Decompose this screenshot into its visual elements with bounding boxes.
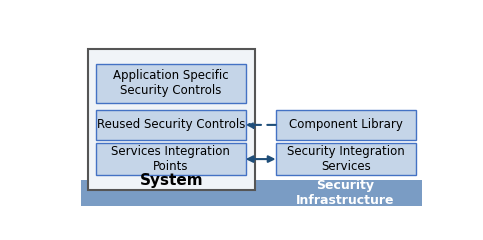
Text: Services Integration
Points: Services Integration Points [112,145,230,173]
Bar [96,143,246,175]
Bar [96,64,246,103]
Bar [276,143,416,175]
Text: Reused Security Controls: Reused Security Controls [97,118,245,131]
Text: Component Library: Component Library [289,118,403,131]
Bar [88,49,255,190]
Text: Application Specific
Security Controls: Application Specific Security Controls [113,69,228,97]
Text: Security Integration
Services: Security Integration Services [287,145,405,173]
Bar [81,180,422,206]
Bar [96,110,246,140]
Text: Security
Infrastructure: Security Infrastructure [296,179,394,207]
Text: System: System [140,173,203,188]
Bar [276,110,416,140]
